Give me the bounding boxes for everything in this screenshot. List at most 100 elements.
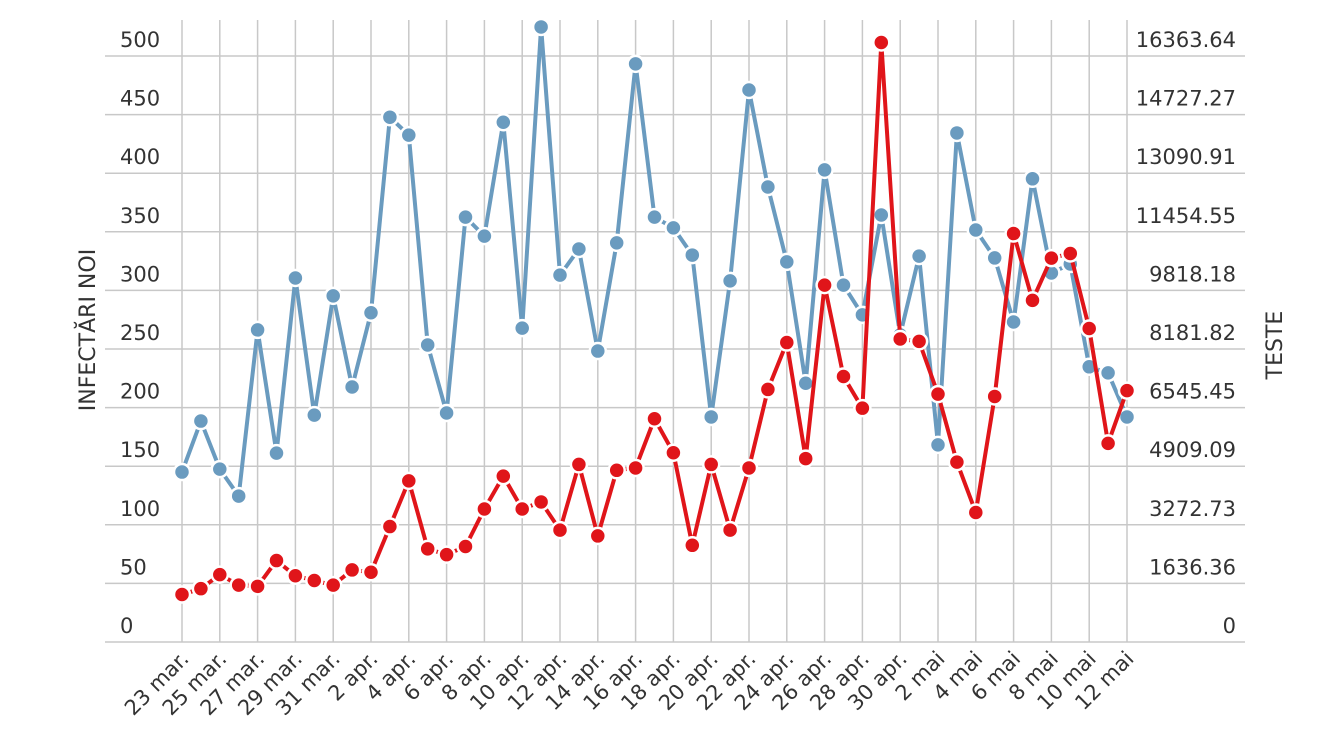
data-point <box>361 303 381 322</box>
data-point <box>588 341 608 361</box>
data-point <box>531 492 551 512</box>
data-point <box>1117 381 1137 400</box>
data-point <box>1042 248 1061 268</box>
data-point <box>607 461 626 480</box>
y2-tick-label: 14727.27 <box>1136 87 1236 111</box>
y2-tick-label: 4909.09 <box>1149 438 1236 462</box>
data-point <box>607 233 626 253</box>
data-point <box>720 520 740 540</box>
data-point <box>815 275 834 295</box>
data-point <box>645 409 664 428</box>
data-point <box>380 517 400 536</box>
data-point <box>475 499 494 519</box>
data-point <box>550 520 570 540</box>
data-point <box>626 54 645 74</box>
y-tick-label: 350 <box>120 204 160 228</box>
data-point <box>758 380 778 399</box>
data-point <box>985 387 1004 406</box>
data-point <box>418 335 437 355</box>
data-point <box>437 545 456 564</box>
y-tick-label: 450 <box>120 87 160 111</box>
right-axis-title: TESTE <box>1263 311 1288 381</box>
data-point <box>683 536 702 555</box>
data-point <box>191 579 211 598</box>
data-point <box>437 403 456 423</box>
data-point <box>531 17 551 37</box>
data-point <box>796 449 815 468</box>
data-point <box>777 252 797 272</box>
data-point <box>323 286 343 306</box>
data-point <box>323 575 343 595</box>
data-point <box>928 384 948 404</box>
data-point <box>456 207 475 227</box>
y-tick-label: 300 <box>120 262 160 286</box>
data-point <box>286 566 305 586</box>
data-point <box>890 329 910 349</box>
series-line <box>181 40 1129 597</box>
data-point <box>588 526 608 546</box>
data-point <box>418 539 437 559</box>
grid <box>105 20 1245 643</box>
data-point <box>664 443 683 462</box>
data-point <box>305 405 324 425</box>
data-point <box>361 563 381 582</box>
data-point <box>928 435 948 455</box>
data-point <box>342 377 362 397</box>
y-tick-label: 500 <box>120 28 160 52</box>
data-point <box>947 452 967 472</box>
data-point <box>985 248 1004 268</box>
data-point <box>834 367 853 386</box>
data-point <box>664 218 683 238</box>
data-point <box>1098 363 1118 383</box>
data-point <box>1023 291 1042 310</box>
data-point <box>947 123 967 143</box>
series-infectari <box>172 33 1137 604</box>
data-point <box>909 332 929 351</box>
right-axis-ticks: 0 1636.36 3272.73 4909.09 6545.45 8181.82 9818… <box>1136 28 1236 638</box>
data-point <box>248 320 267 340</box>
data-point <box>569 239 589 259</box>
series-teste <box>172 17 1137 506</box>
data-point <box>1098 434 1118 453</box>
y2-tick-label: 9818.18 <box>1149 262 1236 286</box>
data-point <box>229 486 248 506</box>
data-point <box>210 565 230 584</box>
data-point <box>1004 224 1023 243</box>
data-point <box>399 125 419 145</box>
data-point <box>966 503 986 522</box>
data-point <box>834 275 853 295</box>
left-axis-ticks: 0 50 100 150 200 250 300 350 400 450 500 <box>120 28 160 638</box>
y2-tick-label: 3272.73 <box>1149 497 1236 521</box>
data-point <box>494 112 513 132</box>
data-point <box>1079 319 1099 338</box>
data-point <box>210 459 230 479</box>
data-point <box>456 537 475 556</box>
y-tick-label: 250 <box>120 321 160 345</box>
y-tick-label: 200 <box>120 380 160 404</box>
y-tick-label: 100 <box>120 497 160 521</box>
data-point <box>305 571 324 590</box>
data-point <box>286 268 305 288</box>
data-point <box>1023 169 1042 189</box>
y2-tick-label: 8181.82 <box>1149 321 1236 345</box>
data-point <box>475 226 494 246</box>
data-point <box>172 585 192 604</box>
left-axis-title: INFECTĂRI NOI <box>74 249 101 411</box>
y-tick-label: 400 <box>120 145 160 169</box>
data-point <box>569 455 589 474</box>
data-point <box>267 443 286 463</box>
data-point <box>966 220 986 240</box>
y-tick-label: 150 <box>120 438 160 462</box>
x-axis-ticks: 23 mar.25 mar.27 mar.29 mar.31 mar.2 apr… <box>120 647 1139 721</box>
data-point <box>248 577 267 596</box>
data-point <box>758 177 778 197</box>
data-point <box>872 205 891 225</box>
data-point <box>229 575 248 595</box>
y-tick-label: 50 <box>120 555 147 579</box>
data-point <box>512 318 532 338</box>
data-point <box>683 245 702 265</box>
data-point <box>720 271 740 291</box>
data-point <box>645 207 664 227</box>
y-tick-label: 0 <box>120 614 133 638</box>
